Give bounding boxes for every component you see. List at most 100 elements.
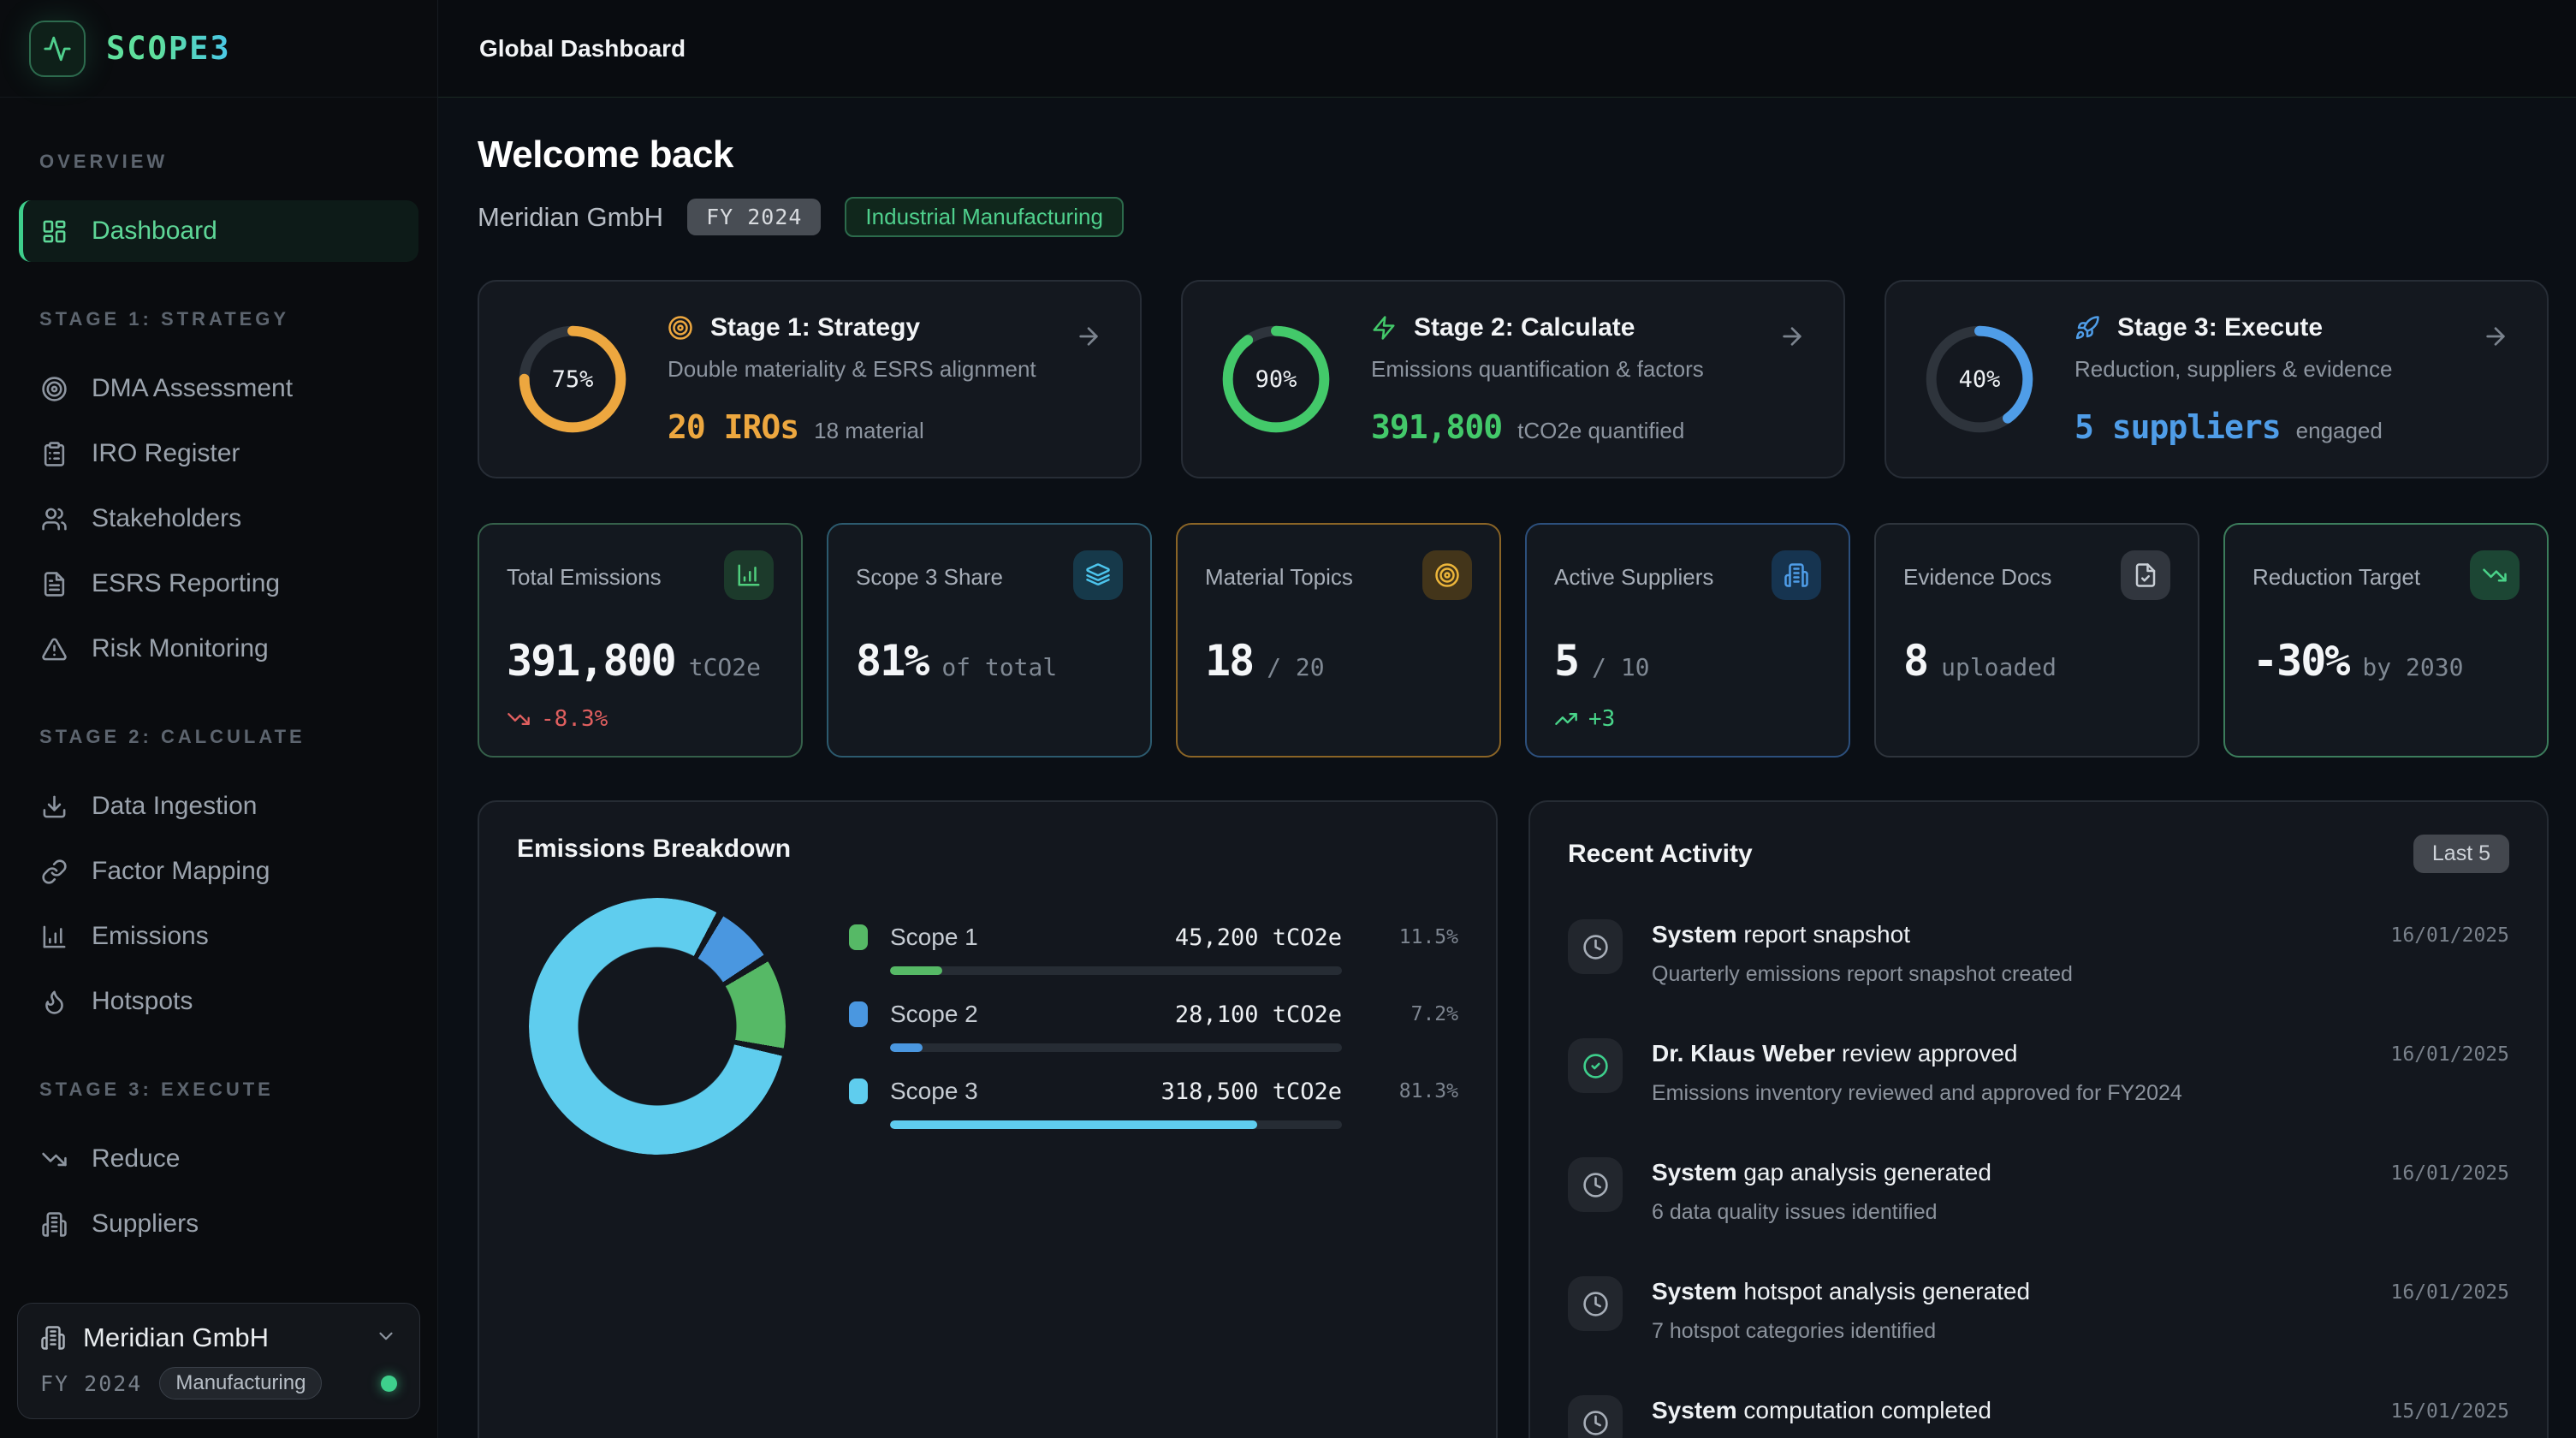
building-icon — [1772, 550, 1821, 600]
stage-suffix: tCO2e quantified — [1517, 417, 1685, 443]
arrow-right-icon[interactable] — [2482, 323, 2509, 354]
stage-3-card[interactable]: 40% Stage 3: Execute Reduction, supplier… — [1885, 280, 2549, 478]
building-icon — [41, 1326, 65, 1350]
trend-up-indicator: +3 — [1554, 706, 1821, 732]
stage-description: Emissions quantification & factors — [1371, 355, 1704, 382]
sidebar-nav: OVERVIEW Dashboard STAGE 1: STRATEGY DMA… — [0, 98, 437, 1289]
activity-pulse-icon — [29, 20, 86, 77]
activity-date: 16/01/2025 — [2390, 924, 2509, 947]
content: Welcome back Meridian GmbH FY 2024 Indus… — [438, 98, 2576, 1438]
building-icon — [42, 1211, 67, 1237]
sidebar-item-suppliers[interactable]: Suppliers — [19, 1193, 418, 1255]
kpi-reduction-target: Reduction Target -30% by 2030 — [2223, 523, 2549, 758]
progress-ring: 40% — [1924, 324, 2035, 435]
nav-section-stage2: STAGE 2: CALCULATE Data Ingestion Factor… — [0, 726, 437, 1032]
legend-row-scope3: Scope 3 318,500 tCO2e 81.3% — [849, 1078, 1458, 1129]
status-dot — [381, 1375, 397, 1392]
sidebar-item-iro-register[interactable]: IRO Register — [19, 423, 418, 484]
section-label: STAGE 3: EXECUTE — [39, 1078, 274, 1100]
alert-triangle-icon — [42, 638, 67, 660]
arrow-right-icon[interactable] — [1075, 323, 1102, 354]
industry-badge: Manufacturing — [159, 1367, 323, 1399]
page-title: Global Dashboard — [479, 34, 686, 62]
bar-chart-icon — [724, 550, 774, 600]
sidebar-item-stakeholders[interactable]: Stakeholders — [19, 488, 418, 550]
bottom-panels: Emissions Breakdown Scope 1 45,200 tCO2e… — [478, 800, 2549, 1438]
stage-title: Stage 3: Execute — [2117, 312, 2324, 342]
main-area: Global Dashboard Welcome back Meridian G… — [438, 0, 2576, 1438]
target-icon — [668, 315, 692, 340]
clock-icon — [1568, 1157, 1623, 1212]
layers-icon — [1073, 550, 1123, 600]
stage-1-card[interactable]: 75% Stage 1: Strategy Double materiality… — [478, 280, 1142, 478]
top-bar: Global Dashboard — [438, 0, 2576, 98]
sidebar-item-emissions[interactable]: Emissions — [19, 906, 418, 967]
legend-row-scope2: Scope 2 28,100 tCO2e 7.2% — [849, 1001, 1458, 1052]
nav-section-stage3: STAGE 3: EXECUTE Reduce Suppliers — [0, 1078, 437, 1255]
kpi-evidence-docs: Evidence Docs 8 uploaded — [1874, 523, 2199, 758]
section-label: STAGE 1: STRATEGY — [39, 308, 290, 330]
company-selector[interactable]: Meridian GmbH FY 2024 Manufacturing — [17, 1303, 420, 1419]
stage-title: Stage 1: Strategy — [710, 312, 921, 342]
sidebar-item-reduce[interactable]: Reduce — [19, 1128, 418, 1190]
kpi-row: Total Emissions 391,800 tCO2e -8.3% — [478, 523, 2549, 758]
legend-marker — [849, 1078, 868, 1104]
brand-logo: SCOPE3 — [0, 0, 437, 98]
nav-section-overview: OVERVIEW Dashboard — [0, 151, 437, 262]
sidebar-item-dashboard[interactable]: Dashboard — [19, 200, 418, 262]
trending-up-icon — [1555, 713, 1577, 725]
activity-item: System hotspot analysis generated 7 hots… — [1568, 1276, 2509, 1344]
activity-item: System report snapshot Quarterly emissio… — [1568, 919, 2509, 987]
sidebar-item-dma-assessment[interactable]: DMA Assessment — [19, 358, 418, 419]
progress-bar — [890, 1120, 1342, 1129]
file-check-icon — [2121, 550, 2170, 600]
activity-date: 16/01/2025 — [2390, 1043, 2509, 1066]
progress-bar — [890, 966, 1342, 975]
sidebar-item-factor-mapping[interactable]: Factor Mapping — [19, 841, 418, 902]
activity-date: 15/01/2025 — [2390, 1400, 2509, 1423]
trend-down-indicator: -8.3% — [507, 706, 774, 732]
emissions-breakdown-panel: Emissions Breakdown Scope 1 45,200 tCO2e… — [478, 800, 1498, 1438]
sidebar: SCOPE3 OVERVIEW Dashboard STAGE 1: STRAT… — [0, 0, 438, 1438]
trending-down-icon — [2470, 550, 2520, 600]
sidebar-item-data-ingestion[interactable]: Data Ingestion — [19, 775, 418, 837]
kpi-scope3-share: Scope 3 Share 81% of total — [827, 523, 1152, 758]
stage-description: Reduction, suppliers & evidence — [2074, 355, 2393, 382]
kpi-active-suppliers: Active Suppliers 5 / 10 +3 — [1525, 523, 1850, 758]
trending-down-icon — [42, 1152, 67, 1166]
progress-bar — [890, 1043, 1342, 1052]
users-icon — [42, 508, 67, 530]
progress-ring: 90% — [1220, 324, 1332, 435]
stage-value: 20 IROs — [668, 407, 799, 446]
target-icon — [1422, 550, 1472, 600]
section-label: STAGE 2: CALCULATE — [39, 726, 306, 747]
stage-suffix: engaged — [2295, 417, 2383, 443]
link-icon — [42, 859, 67, 884]
clock-icon — [1568, 1276, 1623, 1331]
activity-item: System computation completed 15/01/2025 — [1568, 1395, 2509, 1438]
activity-item: Dr. Klaus Weber review approved Emission… — [1568, 1038, 2509, 1106]
arrow-right-icon[interactable] — [1778, 323, 1806, 354]
sidebar-item-esrs-reporting[interactable]: ESRS Reporting — [19, 553, 418, 615]
file-text-icon — [44, 571, 65, 597]
stage-2-card[interactable]: 90% Stage 2: Calculate Emissions quantif… — [1181, 280, 1845, 478]
company-name: Meridian GmbH — [83, 1322, 270, 1352]
check-circle-icon — [1568, 1038, 1623, 1093]
chevron-down-icon[interactable] — [375, 1325, 397, 1352]
fy-badge: FY 2024 — [687, 199, 822, 235]
dashboard-icon — [43, 220, 66, 242]
donut-legend: Scope 1 45,200 tCO2e 11.5% Scope 2 — [849, 924, 1458, 1129]
activity-date: 16/01/2025 — [2390, 1162, 2509, 1185]
activity-list: System report snapshot Quarterly emissio… — [1568, 919, 2509, 1438]
welcome-company-name: Meridian GmbH — [478, 201, 664, 232]
sidebar-item-hotspots[interactable]: Hotspots — [19, 971, 418, 1032]
fiscal-year-label: FY 2024 — [40, 1370, 143, 1396]
sidebar-item-risk-monitoring[interactable]: Risk Monitoring — [19, 618, 418, 680]
bar-chart-icon — [43, 925, 66, 948]
stage-value: 391,800 — [1371, 407, 1503, 446]
kpi-total-emissions: Total Emissions 391,800 tCO2e -8.3% — [478, 523, 803, 758]
recent-activity-panel: Recent Activity Last 5 System report sna… — [1528, 800, 2549, 1438]
zap-icon — [1373, 315, 1395, 340]
last-5-badge: Last 5 — [2413, 835, 2509, 873]
